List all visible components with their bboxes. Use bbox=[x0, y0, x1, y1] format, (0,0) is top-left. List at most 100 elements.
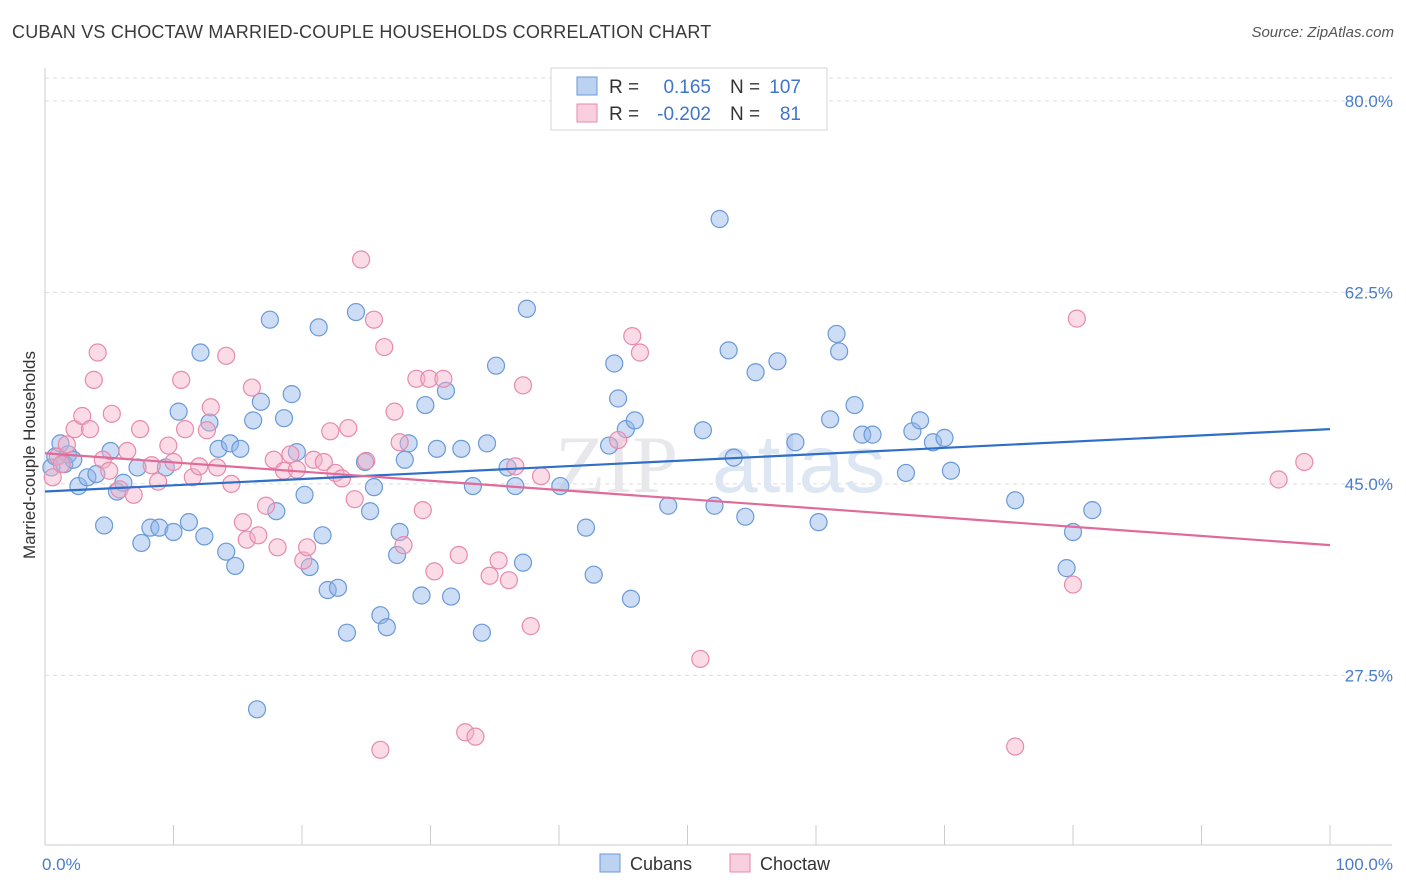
cubans-point-70 bbox=[584, 565, 603, 584]
y-axis-title: Married-couple Households bbox=[20, 351, 39, 559]
choctaw-point-77 bbox=[1067, 309, 1086, 328]
cubans-point-76 bbox=[625, 411, 644, 430]
cubans-point-56 bbox=[427, 439, 447, 458]
cubans-point-30 bbox=[247, 700, 267, 719]
choctaw-point-55 bbox=[394, 536, 413, 555]
cubans-point-64 bbox=[498, 458, 517, 477]
cubans-point-42 bbox=[328, 578, 348, 597]
x-tick-label-0: 0.0% bbox=[42, 855, 81, 874]
legend-top-swatch-0 bbox=[576, 76, 598, 96]
choctaw-point-49 bbox=[357, 451, 376, 470]
choctaw-point-56 bbox=[407, 369, 426, 388]
choctaw-point-14 bbox=[124, 485, 143, 504]
choctaw-point-71 bbox=[609, 430, 628, 450]
choctaw-point-72 bbox=[623, 327, 642, 346]
cubans-point-39 bbox=[309, 318, 328, 337]
cubans-point-75 bbox=[621, 589, 641, 608]
cubans-point-20 bbox=[179, 513, 199, 532]
cubans-point-67 bbox=[517, 299, 536, 318]
cubans-point-90 bbox=[830, 342, 849, 361]
choctaw-point-50 bbox=[364, 310, 384, 329]
cubans-trend-line bbox=[44, 428, 1331, 493]
cubans-point-77 bbox=[659, 496, 678, 515]
legend-n-label-0: N = bbox=[730, 77, 760, 98]
choctaw-point-78 bbox=[1269, 470, 1288, 489]
cubans-point-96 bbox=[910, 411, 930, 430]
legend-bottom-label-1: Choctaw bbox=[760, 854, 831, 874]
legend-top-swatch-1 bbox=[576, 103, 598, 123]
cubans-point-27 bbox=[226, 556, 245, 576]
choctaw-point-58 bbox=[420, 369, 439, 388]
legend-n-label-1: N = bbox=[730, 104, 760, 125]
choctaw-point-68 bbox=[513, 376, 533, 395]
cubans-point-83 bbox=[736, 507, 755, 526]
choctaw-point-25 bbox=[201, 398, 220, 417]
legend-bottom-swatch-0 bbox=[599, 853, 621, 873]
legend-n-value-1: 81 bbox=[780, 104, 801, 125]
legend-r-value-0: 0.165 bbox=[663, 77, 711, 98]
choctaw-point-57 bbox=[413, 501, 432, 520]
choctaw-point-79 bbox=[1295, 452, 1314, 472]
cubans-point-78 bbox=[693, 421, 713, 440]
cubans-point-97 bbox=[923, 433, 943, 452]
cubans-point-46 bbox=[361, 502, 380, 521]
legend-top: R = 0.165 N = 107 R = -0.202 N = 81 bbox=[550, 67, 828, 131]
cubans-point-44 bbox=[346, 302, 366, 322]
cubans-point-80 bbox=[710, 209, 729, 229]
choctaw-point-63 bbox=[466, 727, 485, 746]
choctaw-point-60 bbox=[434, 369, 453, 388]
cubans-point-86 bbox=[786, 433, 805, 452]
choctaw-point-31 bbox=[242, 378, 261, 397]
choctaw-point-70 bbox=[531, 467, 551, 486]
cubans-point-98 bbox=[935, 428, 954, 447]
choctaw-point-26 bbox=[208, 458, 227, 477]
choctaw-point-66 bbox=[499, 571, 518, 590]
legend-bottom: Cubans Choctaw bbox=[599, 853, 831, 874]
cubans-point-43 bbox=[337, 623, 357, 642]
grid-lines: 27.5% 45.0% 62.5% 80.0% bbox=[45, 77, 1393, 685]
cubans-point-58 bbox=[441, 587, 461, 606]
cubans-point-29 bbox=[244, 411, 263, 430]
cubans-point-34 bbox=[274, 409, 294, 428]
legend-r-label-0: R = bbox=[609, 77, 639, 98]
cubans-point-52 bbox=[395, 450, 414, 469]
choctaw-point-17 bbox=[148, 472, 168, 491]
choctaw-point-69 bbox=[521, 617, 540, 636]
choctaw-point-23 bbox=[190, 457, 209, 476]
cubans-point-68 bbox=[551, 476, 570, 496]
cubans-point-25 bbox=[217, 542, 236, 561]
cubans-point-31 bbox=[251, 392, 270, 411]
choctaw-point-74 bbox=[691, 649, 710, 669]
cubans-point-100 bbox=[1006, 491, 1025, 510]
cubans-point-22 bbox=[195, 527, 214, 546]
trend-lines bbox=[44, 428, 1331, 547]
cubans-point-85 bbox=[768, 352, 787, 371]
choctaw-point-40 bbox=[298, 538, 317, 557]
cubans-point-103 bbox=[1083, 501, 1102, 520]
choctaw-point-47 bbox=[345, 490, 364, 509]
cubans-point-93 bbox=[863, 425, 882, 444]
cubans-point-21 bbox=[191, 343, 210, 362]
choctaw-point-30 bbox=[237, 530, 256, 549]
choctaw-point-24 bbox=[197, 421, 217, 440]
cubans-point-61 bbox=[472, 623, 491, 642]
legend-n-value-0: 107 bbox=[769, 77, 801, 98]
legend-r-label-1: R = bbox=[609, 104, 639, 125]
cubans-point-87 bbox=[809, 513, 828, 532]
choctaw-trend-line bbox=[44, 452, 1331, 547]
cubans-point-37 bbox=[295, 485, 314, 504]
cubans-point-63 bbox=[486, 356, 506, 375]
cubans-point-47 bbox=[364, 478, 384, 497]
choctaw-point-27 bbox=[217, 346, 236, 365]
choctaw-point-38 bbox=[287, 460, 306, 479]
axes: 0.0% 100.0% bbox=[42, 68, 1393, 874]
choctaw-point-9 bbox=[93, 450, 112, 469]
choctaw-point-8 bbox=[88, 343, 107, 362]
cubans-point-84 bbox=[746, 363, 765, 382]
cubans-point-50 bbox=[387, 545, 407, 565]
cubans-point-24 bbox=[209, 439, 228, 458]
choctaw-point-3 bbox=[57, 435, 76, 454]
cubans-point-81 bbox=[719, 341, 738, 360]
cubans-point-94 bbox=[896, 463, 916, 483]
cubans-point-38 bbox=[300, 557, 319, 577]
